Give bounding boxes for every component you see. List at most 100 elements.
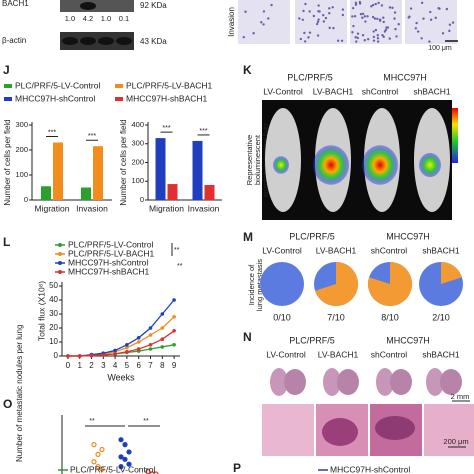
row-label: Invasion (227, 7, 236, 37)
cell (434, 16, 437, 20)
point (113, 352, 117, 356)
cell (397, 22, 400, 26)
bar (53, 142, 63, 200)
series-line (67, 330, 175, 357)
cell (324, 16, 328, 20)
cell (374, 28, 378, 32)
y-axis-label: bioluminescent (253, 134, 262, 185)
point (101, 353, 106, 357)
y-axis-label: Incidence of (247, 264, 256, 305)
point (95, 464, 101, 470)
y-tick-label: 100 (131, 176, 144, 185)
point (91, 459, 97, 465)
cell (372, 30, 375, 33)
micrograph (238, 0, 290, 44)
cell (374, 2, 377, 6)
point (160, 312, 165, 316)
cell (303, 40, 307, 43)
panel-label: K (243, 63, 252, 77)
cell (332, 26, 335, 30)
y-tick-label: 200 (15, 145, 28, 154)
point (125, 350, 129, 354)
color-scale (452, 108, 458, 163)
y-tick-label: 50 (49, 281, 58, 290)
point (95, 451, 101, 457)
cell (304, 2, 307, 6)
significance: *** (48, 129, 56, 136)
legend-label: MHCC97H-shControl (15, 93, 95, 103)
condition-label: LV-BACH1 (313, 86, 354, 96)
condition-label: LV-Control (263, 86, 303, 96)
point (122, 456, 128, 462)
cell (308, 31, 312, 34)
lung (323, 368, 341, 396)
histology (262, 404, 474, 456)
point (118, 437, 124, 443)
scale-bar: 100 μm (428, 45, 452, 52)
point (91, 442, 97, 448)
cell (242, 35, 245, 39)
group-label: PLC/PRF/5 (287, 72, 333, 82)
cell (414, 27, 418, 30)
series-line (67, 344, 175, 357)
point (125, 343, 129, 347)
cell (373, 17, 377, 20)
cell (361, 34, 365, 37)
blot-band (60, 32, 134, 50)
point (77, 354, 82, 358)
cell (322, 20, 326, 23)
cell (307, 36, 310, 39)
point (113, 348, 117, 353)
group-label: MHCC97H (386, 231, 430, 241)
y-tick-label: 40 (49, 295, 58, 304)
point (148, 347, 153, 351)
point (172, 298, 176, 302)
cell (328, 12, 331, 15)
cell (260, 21, 263, 24)
cell (318, 10, 321, 13)
lung (270, 368, 288, 396)
point (160, 345, 165, 349)
lung (337, 369, 359, 395)
y-tick-label: 200 (131, 157, 144, 166)
point (160, 337, 165, 342)
cell (407, 16, 410, 19)
panel-label: P (233, 461, 241, 474)
cell (451, 21, 455, 24)
pie-label: 2/10 (432, 312, 450, 322)
lung (390, 369, 412, 395)
condition-label: shBACH1 (413, 86, 451, 96)
bar (204, 185, 215, 200)
cell (376, 37, 380, 40)
cell (420, 1, 424, 5)
pie-label: 8/10 (381, 312, 399, 322)
cell (380, 4, 384, 7)
cell (395, 35, 398, 38)
cell (354, 1, 358, 5)
cell (352, 24, 355, 28)
x-tick-label: Invasion (76, 203, 108, 213)
cell (363, 39, 367, 42)
cell (340, 39, 344, 42)
group-label: MHCC97H (383, 72, 427, 82)
lung (440, 369, 462, 395)
legend-label: PLC/PRF/5-LV-Control (15, 80, 100, 90)
legend-label: MHCC97H-shBACH1 (126, 93, 208, 103)
point (136, 340, 141, 344)
significance: *** (162, 125, 170, 132)
cell (351, 15, 354, 18)
point (126, 449, 132, 455)
condition-label: shBACH1 (422, 349, 460, 359)
x-tick-label: Migration (149, 203, 184, 213)
x-tick-label: 4 (113, 361, 118, 370)
significance: *** (88, 133, 96, 140)
group-label: PLC/PRF/5 (289, 335, 335, 345)
point (118, 454, 124, 460)
cell (353, 15, 357, 18)
cell (416, 30, 420, 33)
lung (284, 369, 306, 395)
y-axis-label: Number of metastatic nodules per lung (15, 325, 24, 462)
legend-marker (58, 270, 62, 274)
cell (355, 40, 358, 43)
y-axis-label: Number of cells per field (119, 119, 128, 205)
